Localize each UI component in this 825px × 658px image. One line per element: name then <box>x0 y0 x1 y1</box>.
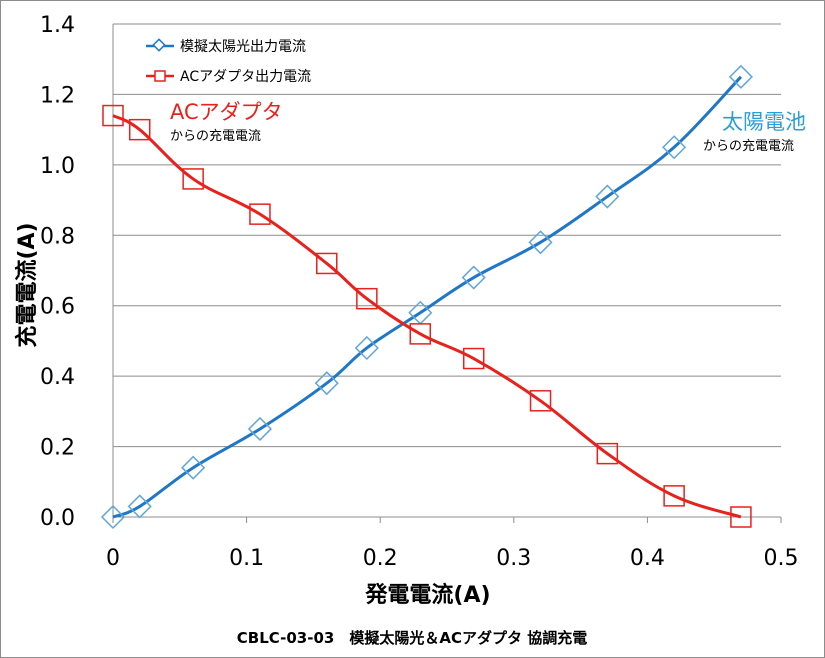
y-tick-label: 1.4 <box>40 13 75 38</box>
data-point-square <box>356 287 378 310</box>
y-tick-label: 0.4 <box>40 365 75 390</box>
data-point-diamond <box>247 416 273 442</box>
y-axis-title: 充電電流(A) <box>14 222 40 347</box>
annotation-solar-title: 太陽電池 <box>722 110 806 134</box>
y-tick-label: 0.0 <box>40 506 75 531</box>
series-line <box>112 75 743 519</box>
data-point-diamond <box>181 455 206 480</box>
y-tick-label: 1.0 <box>40 154 75 179</box>
series-ac-adapter <box>102 104 752 528</box>
data-point-diamond <box>528 230 553 255</box>
x-tick-label: 0.1 <box>229 546 264 571</box>
data-point-square <box>663 485 685 507</box>
data-point-diamond <box>461 265 486 290</box>
annotation-ac-title: ACアダプタ <box>170 100 283 124</box>
x-tick-label: 0.2 <box>363 546 398 571</box>
series-solar <box>100 64 753 530</box>
data-point-square <box>182 168 204 190</box>
data-point-square <box>529 390 552 412</box>
data-point-diamond <box>728 64 753 89</box>
data-point-diamond <box>595 184 620 209</box>
chart-caption: CBLC-03-03 模擬太陽光＆ACアダプタ 協調充電 <box>237 629 587 647</box>
data-point-square <box>462 347 485 370</box>
y-tick-label: 0.2 <box>40 436 75 461</box>
x-tick-label: 0 <box>106 546 120 571</box>
legend-marker-solar <box>152 38 166 52</box>
data-point-square <box>128 118 151 141</box>
data-point-square <box>102 104 124 127</box>
data-point-diamond <box>127 494 152 519</box>
legend-label-ac: ACアダプタ出力電流 <box>180 69 311 85</box>
annotation-solar-subtitle: からの充電電流 <box>703 138 794 154</box>
series-line <box>112 114 742 519</box>
legend: 模擬太陽光出力電流 ACアダプタ出力電流 <box>146 38 311 85</box>
y-tick-label: 1.2 <box>40 83 75 108</box>
data-point-diamond <box>662 135 687 160</box>
legend-label-solar: 模擬太陽光出力電流 <box>180 39 306 55</box>
series-group <box>100 64 753 530</box>
grid-lines <box>113 23 781 448</box>
x-tick-labels: 0 0.1 0.2 0.3 0.4 0.5 <box>106 546 799 571</box>
x-tick-label: 0.3 <box>496 546 531 571</box>
data-point-diamond <box>314 371 339 396</box>
y-tick-label: 0.8 <box>40 224 75 249</box>
data-point-square <box>409 323 432 345</box>
data-point-square <box>249 203 271 225</box>
x-axis-title: 発電電流(A) <box>364 582 490 608</box>
axes <box>112 24 782 523</box>
annotation-ac-subtitle: からの充電電流 <box>170 128 261 144</box>
x-tick-label: 0.4 <box>630 546 665 571</box>
data-point-diamond <box>354 335 379 361</box>
data-point-diamond <box>100 504 126 530</box>
y-tick-label: 0.6 <box>40 295 75 320</box>
x-tick-label: 0.5 <box>764 546 799 571</box>
data-point-square <box>316 252 338 275</box>
legend-marker-ac <box>154 70 166 82</box>
data-point-square <box>730 506 752 528</box>
data-point-square <box>596 442 619 465</box>
y-tick-labels: 0.0 0.2 0.4 0.6 0.8 1.0 1.2 1.4 <box>40 13 75 531</box>
